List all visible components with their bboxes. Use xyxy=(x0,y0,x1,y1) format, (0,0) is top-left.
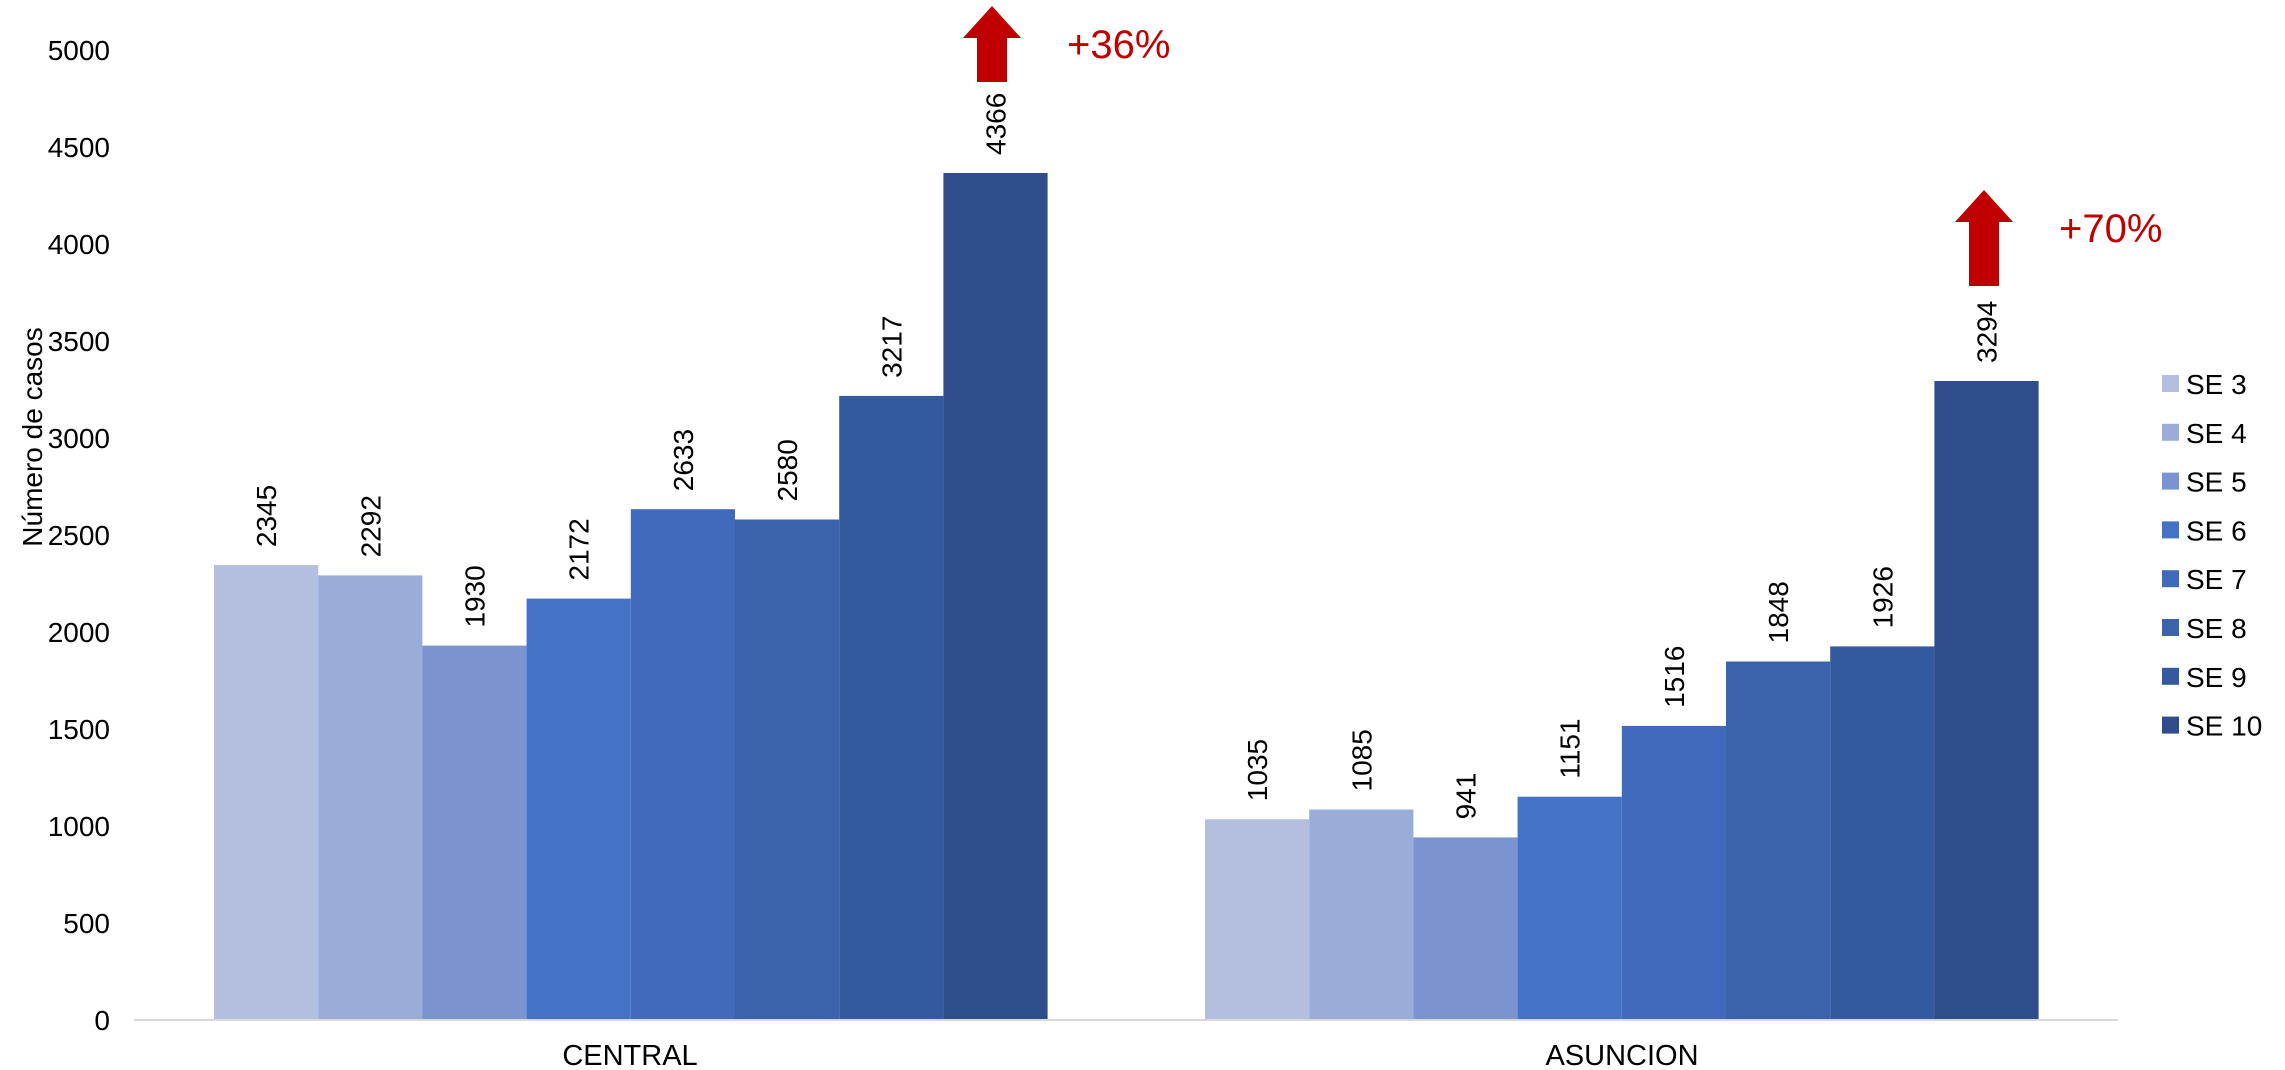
y-tick-label: 3000 xyxy=(48,423,110,454)
data-label: 2172 xyxy=(564,518,595,580)
category-label: ASUNCION xyxy=(1545,1040,1698,1070)
legend-swatch xyxy=(2162,521,2179,539)
legend-swatch xyxy=(2162,423,2179,441)
bar-asuncion-se-8 xyxy=(1726,661,1831,1020)
legend-label: SE 8 xyxy=(2186,613,2247,644)
bar-central-se-7 xyxy=(630,509,735,1020)
y-tick-label: 3500 xyxy=(48,326,110,357)
bar-central-se-10 xyxy=(943,173,1048,1020)
legend-label: SE 6 xyxy=(2186,515,2247,546)
bar-asuncion-se-10 xyxy=(1934,381,2039,1020)
legend-swatch xyxy=(2162,570,2179,588)
bar-central-se-8 xyxy=(735,519,840,1020)
y-axis-title: Número de casos xyxy=(17,327,48,546)
legend-swatch xyxy=(2162,619,2179,636)
data-label: 1085 xyxy=(1346,729,1377,791)
y-tick-label: 5000 xyxy=(48,35,110,66)
bar-asuncion-se-6 xyxy=(1517,796,1622,1020)
y-tick-label: 1000 xyxy=(48,811,110,842)
legend-label: SE 3 xyxy=(2186,369,2247,400)
legend-label: SE 7 xyxy=(2186,564,2247,595)
bar-asuncion-se-5 xyxy=(1413,837,1518,1020)
data-label: 2292 xyxy=(355,495,386,557)
bars xyxy=(214,173,2039,1020)
bar-central-se-3 xyxy=(214,565,319,1020)
legend-label: SE 9 xyxy=(2186,662,2247,693)
data-label: 1151 xyxy=(1555,718,1586,778)
bar-central-se-4 xyxy=(318,575,423,1020)
growth-annotation: +70% xyxy=(2059,207,2162,251)
legend-label: SE 10 xyxy=(2186,711,2262,742)
y-tick-label: 0 xyxy=(94,1005,110,1036)
legend-swatch xyxy=(2162,667,2179,685)
data-label: 1516 xyxy=(1659,646,1690,708)
data-label: 941 xyxy=(1451,773,1482,820)
data-label: 1035 xyxy=(1242,739,1273,801)
y-tick-label: 1500 xyxy=(48,714,110,745)
data-label: 1848 xyxy=(1763,581,1794,643)
data-label: 1926 xyxy=(1867,566,1898,628)
data-label: 4366 xyxy=(981,93,1012,155)
legend-swatch xyxy=(2162,472,2179,490)
bar-central-se-9 xyxy=(839,395,944,1020)
legend-swatch xyxy=(2162,375,2179,392)
legend-label: SE 4 xyxy=(2186,418,2247,449)
bar-central-se-6 xyxy=(526,598,631,1020)
bar-central-se-5 xyxy=(422,645,527,1020)
data-label: 2633 xyxy=(668,429,699,491)
y-tick-label: 2000 xyxy=(48,617,110,648)
legend: SE 3 SE 4 SE 5 SE 6 SE 7 SE 8 SE 9 SE 10 xyxy=(2162,369,2262,742)
data-label: 2580 xyxy=(772,439,803,501)
data-label: 3294 xyxy=(1972,301,2003,363)
bar-asuncion-se-7 xyxy=(1621,725,1726,1020)
y-tick-label: 4500 xyxy=(48,132,110,163)
bar-asuncion-se-3 xyxy=(1205,819,1310,1020)
legend-swatch xyxy=(2162,716,2179,734)
legend-label: SE 5 xyxy=(2186,467,2247,498)
data-labels: 2345 2292 1930 2172 2633 2580 3217 4366 1035 1085… xyxy=(251,93,2002,820)
y-tick-label: 4000 xyxy=(48,229,110,260)
growth-annotation: +36% xyxy=(1067,23,1170,67)
y-tick-label: 500 xyxy=(63,908,110,939)
annotations: +36% +70% xyxy=(963,6,2162,286)
bar-asuncion-se-4 xyxy=(1309,809,1414,1020)
data-label: 1930 xyxy=(460,565,491,627)
y-tick-label: 2500 xyxy=(48,520,110,551)
category-label: CENTRAL xyxy=(562,1040,697,1070)
data-label: 3217 xyxy=(876,316,907,378)
red-up-arrow-icon xyxy=(1955,190,2013,286)
red-up-arrow-icon xyxy=(963,6,1021,82)
data-label: 2345 xyxy=(251,485,282,547)
bar-asuncion-se-9 xyxy=(1830,646,1935,1020)
category-labels: CENTRAL ASUNCION xyxy=(562,1040,1698,1070)
y-axis-ticks: 0 500 1000 1500 2000 2500 3000 3500 4000 4500 5000 xyxy=(48,35,110,1036)
